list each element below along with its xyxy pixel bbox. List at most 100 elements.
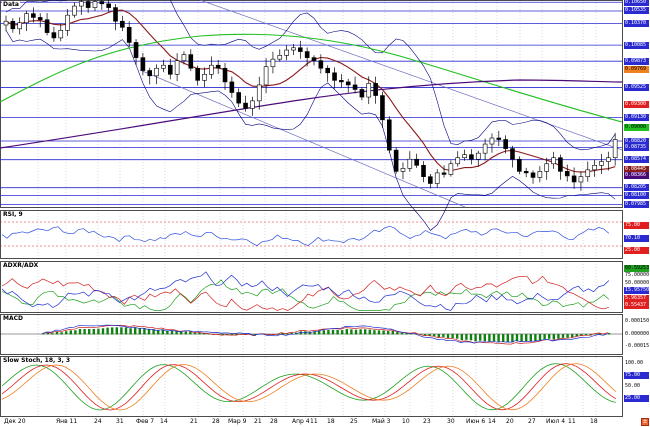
macd-bar <box>538 334 542 341</box>
price-tag: 0.09769 <box>624 65 649 73</box>
time-axis-label: 11 <box>310 418 318 425</box>
price-tag: 0.09130 <box>624 114 649 122</box>
macd-bar <box>529 334 532 342</box>
candle-body <box>167 64 173 75</box>
candle-body <box>215 64 221 69</box>
macd-bar <box>433 334 436 337</box>
macd-bar <box>465 334 468 340</box>
macd-bar <box>175 330 178 335</box>
price-tag: 0.10535 <box>624 7 649 15</box>
time-axis-label: 18 <box>590 418 598 425</box>
macd-bar <box>78 329 82 335</box>
macd-bar <box>442 334 445 337</box>
macd-bar <box>511 334 514 343</box>
macd-bar <box>451 334 454 339</box>
candle-body <box>475 152 481 160</box>
candle-body <box>489 137 495 145</box>
candle-body <box>277 55 283 60</box>
macd-bar <box>304 331 307 335</box>
macd-bar <box>548 334 551 339</box>
ma-mid-line <box>0 33 623 123</box>
time-axis-label: 31 <box>116 418 124 425</box>
candle-body <box>318 60 324 69</box>
price-tag: 0.08820 <box>624 137 649 145</box>
macd-bar <box>603 333 606 335</box>
macd-bar <box>607 332 611 335</box>
macd-bar <box>184 331 187 335</box>
time-axis-label: 21 <box>190 418 198 425</box>
price-tag: 0.08100 <box>624 192 649 200</box>
macd-bar <box>299 331 302 335</box>
stoch-tag: 50.00 <box>624 383 649 391</box>
candle-body <box>113 7 118 22</box>
macd-bar <box>575 334 578 337</box>
price-tag: 0.09525 <box>624 84 649 92</box>
candle-body <box>523 171 529 174</box>
macd-bar <box>571 334 574 338</box>
macd-bar <box>552 334 555 340</box>
macd-bar <box>391 330 394 335</box>
candle-body <box>58 30 64 39</box>
macd-bar <box>373 330 376 335</box>
candle-body <box>250 100 255 109</box>
price-tag: 0.09300 <box>624 101 649 109</box>
stoch-orange-line <box>1 363 617 411</box>
candle-body <box>44 19 50 33</box>
channel-lower <box>139 69 466 208</box>
candle-body <box>291 47 296 51</box>
price-tag: 0.07985 <box>624 200 649 208</box>
price-tag: 0.09873 <box>624 57 649 65</box>
candle-body <box>462 154 467 159</box>
adx-tag: 0.55437 <box>624 302 649 309</box>
candle-body <box>345 81 351 86</box>
candle-body <box>263 66 269 86</box>
candle-body <box>448 163 454 175</box>
macd-bar <box>42 333 45 335</box>
candle-body <box>304 51 310 58</box>
candle-body <box>537 171 543 178</box>
macd-bar <box>557 334 560 339</box>
macd-bar <box>525 334 528 342</box>
price-tag: 0.08735 <box>624 143 649 151</box>
bollinger-upper <box>5 0 616 151</box>
macd-bar <box>341 330 344 335</box>
price-pane-label: Data <box>2 1 20 8</box>
time-axis-label: 21 <box>254 418 262 425</box>
macd-bar <box>479 334 482 341</box>
time-axis-label: Июл 4 <box>546 418 566 425</box>
candle-body <box>202 74 207 81</box>
zoom-button[interactable]: ± <box>641 418 649 426</box>
candle-body <box>352 84 358 90</box>
time-axis-label: Май 3 <box>372 418 391 425</box>
candle-body <box>78 1 84 7</box>
macd-bar <box>561 334 565 338</box>
macd-bar <box>115 327 118 335</box>
time-axis-label: 23 <box>423 418 431 425</box>
chart-grid <box>37 0 597 416</box>
candle-body <box>256 84 262 102</box>
macd-bar <box>584 334 588 336</box>
candle-body <box>606 157 611 162</box>
price-horizontal-levels[interactable] <box>0 1 622 205</box>
candle-body <box>229 81 235 93</box>
macd-bar <box>120 327 123 335</box>
candle-body <box>510 148 515 160</box>
macd-signal-line <box>41 324 608 345</box>
adx-tag: 15.95750 <box>624 287 649 295</box>
macd-bar <box>446 334 450 339</box>
macd-bar <box>543 334 546 340</box>
rsi-pane-label: RSI, 9 <box>2 211 24 218</box>
time-axis-label: Янв 11 <box>56 418 78 425</box>
macd-bar <box>377 330 381 335</box>
candle-body <box>386 119 392 151</box>
adx-tag: 60.59253 <box>624 265 649 272</box>
candle-body <box>133 42 139 58</box>
trend-channel[interactable] <box>139 0 623 208</box>
macd-bar <box>65 331 68 335</box>
time-axis-label: 18 <box>327 418 335 425</box>
time-axis-label: 10 <box>402 418 410 425</box>
macd-pane-label: MACD <box>2 315 24 322</box>
candle-body <box>482 143 488 154</box>
macd-bar <box>83 329 86 335</box>
